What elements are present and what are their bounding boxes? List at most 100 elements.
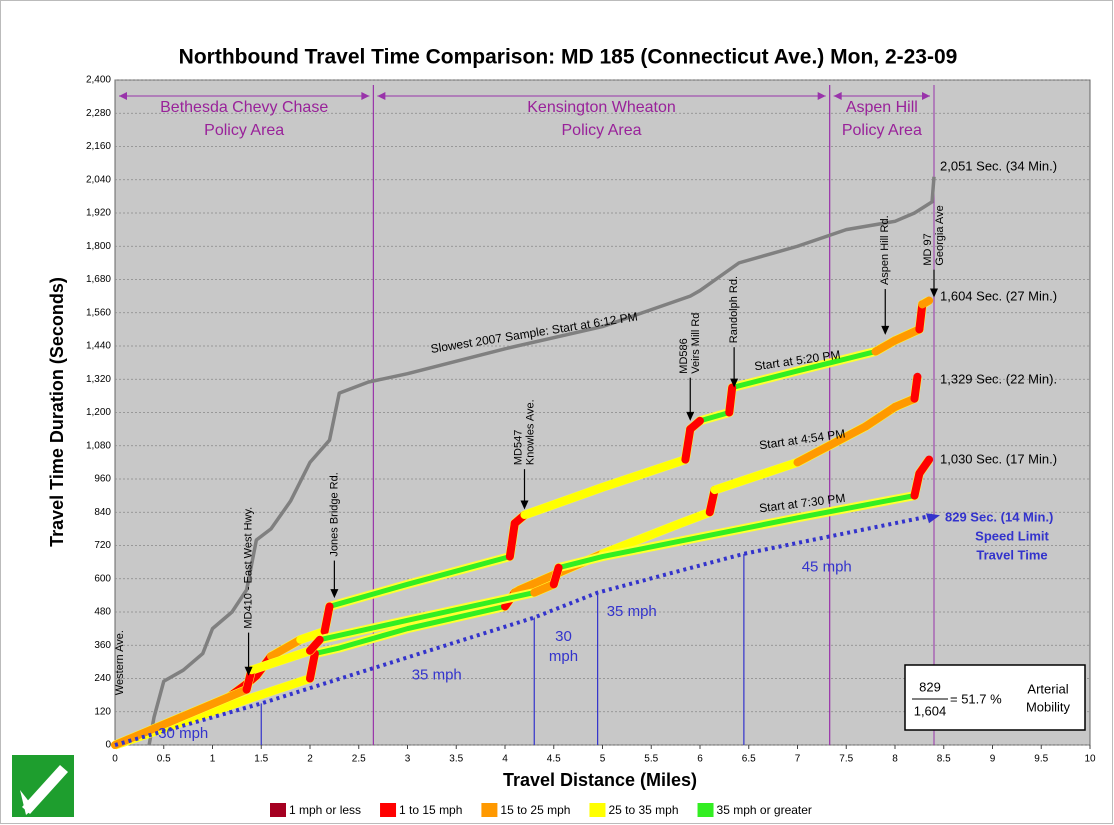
slow-segment xyxy=(520,483,607,520)
x-tick-label: 3.5 xyxy=(449,754,463,765)
series-line xyxy=(114,513,935,747)
mobility-label: Arterial xyxy=(1027,681,1068,696)
road-label: Veirs Mill Rd xyxy=(690,313,702,374)
x-tick-label: 2.5 xyxy=(352,754,366,765)
policy-label: Policy Area xyxy=(204,122,284,139)
slow-segment xyxy=(793,422,870,467)
end-label: 1,329 Sec. (22 Min). xyxy=(940,371,1057,386)
slow-segment xyxy=(598,519,685,558)
y-tick-label: 1,680 xyxy=(86,274,111,285)
road-label: Knowles Ave. xyxy=(524,399,536,465)
y-tick-label: 240 xyxy=(94,673,111,684)
x-tick-label: 3 xyxy=(405,754,411,765)
slow-segment xyxy=(915,455,934,478)
y-tick-label: 960 xyxy=(94,474,111,485)
road-label: Aspen Hill Rd. xyxy=(879,215,891,285)
mobility-label: Mobility xyxy=(1026,699,1071,714)
x-tick-label: 4.5 xyxy=(547,754,561,765)
slow-segment xyxy=(296,627,329,644)
slow-segment xyxy=(725,383,737,417)
x-tick-label: 5 xyxy=(600,754,606,765)
y-tick-label: 600 xyxy=(94,573,111,584)
y-tick-label: 1,920 xyxy=(86,208,111,219)
mobility-result: = 51.7 % xyxy=(950,691,1002,706)
limit-arrow xyxy=(926,513,940,524)
x-tick-label: 5.5 xyxy=(644,754,658,765)
end-label: 1,604 Sec. (27 Min.) xyxy=(940,288,1057,303)
slow-segment xyxy=(306,649,319,683)
x-tick-label: 10 xyxy=(1084,754,1096,765)
y-tick-label: 120 xyxy=(94,706,111,717)
road-arrowhead xyxy=(881,325,890,335)
legend-swatch xyxy=(697,803,714,817)
slow-segment xyxy=(598,455,690,492)
y-tick-label: 360 xyxy=(94,640,111,651)
y-tick-label: 720 xyxy=(94,540,111,551)
series-label: Speed Limit xyxy=(975,528,1049,543)
series-line xyxy=(147,176,936,746)
y-tick-label: 1,320 xyxy=(86,374,111,385)
x-tick-label: 8 xyxy=(892,754,898,765)
end-label: 1,030 Sec. (17 Min.) xyxy=(940,451,1057,466)
legend-swatch xyxy=(481,803,498,817)
policy-label: Policy Area xyxy=(842,122,922,139)
y-tick-label: 480 xyxy=(94,607,111,618)
slow-segment xyxy=(686,416,704,434)
x-tick-label: 7 xyxy=(795,754,801,765)
road-arrowhead xyxy=(686,411,695,421)
policy-label: Bethesda Chevy Chase xyxy=(160,99,328,116)
road-label: Jones Bridge Rd. xyxy=(328,472,340,556)
speed-label: 30 mph xyxy=(158,725,208,742)
x-axis-title: Travel Distance (Miles) xyxy=(503,770,697,790)
y-tick-label: 1,440 xyxy=(86,341,111,352)
y-tick-label: 1,560 xyxy=(86,307,111,318)
road-arrowhead xyxy=(520,500,529,510)
y-tick-label: 1,080 xyxy=(86,440,111,451)
y-tick-label: 2,040 xyxy=(86,174,111,185)
slow-segment xyxy=(710,458,802,495)
road-label: Georgia Ave xyxy=(934,205,946,265)
legend-label: 1 to 15 mph xyxy=(399,803,462,817)
road-arrowhead xyxy=(930,288,938,298)
x-tick-label: 9 xyxy=(990,754,996,765)
slow-segment xyxy=(320,602,334,636)
x-tick-label: 6.5 xyxy=(742,754,756,765)
legend-label: 25 to 35 mph xyxy=(608,803,678,817)
road-label: MD586 xyxy=(678,338,690,373)
y-tick-label: 0 xyxy=(105,740,111,751)
road-arrowhead xyxy=(330,589,339,599)
slow-segment xyxy=(111,685,251,749)
x-tick-label: 1 xyxy=(210,754,216,765)
x-tick-label: 1.5 xyxy=(254,754,268,765)
slow-segment xyxy=(681,425,695,464)
legend-swatch xyxy=(380,803,397,817)
speed-label: 35 mph xyxy=(412,667,462,684)
series-label: Travel Time xyxy=(976,547,1047,562)
y-tick-label: 840 xyxy=(94,507,111,518)
speed-label: 45 mph xyxy=(802,559,852,576)
slow-segment xyxy=(918,296,934,309)
slow-segment xyxy=(549,563,563,589)
mobility-numerator: 829 xyxy=(919,679,941,694)
y-tick-label: 1,800 xyxy=(86,241,111,252)
road-label: MD 97 xyxy=(922,233,934,265)
y-tick-label: 2,400 xyxy=(86,75,111,86)
speed-label: 30 xyxy=(555,628,572,645)
x-tick-label: 0.5 xyxy=(157,754,171,765)
y-tick-label: 2,280 xyxy=(86,108,111,119)
x-tick-label: 7.5 xyxy=(839,754,853,765)
x-tick-label: 0 xyxy=(112,754,118,765)
chart-title: Northbound Travel Time Comparison: MD 18… xyxy=(179,46,958,69)
policy-label: Policy Area xyxy=(562,122,642,139)
x-tick-label: 4 xyxy=(502,754,508,765)
policy-label: Aspen Hill xyxy=(846,99,918,116)
slow-segment xyxy=(267,635,305,661)
speed-label: mph xyxy=(549,648,578,665)
slow-segment xyxy=(208,693,256,716)
x-tick-label: 6 xyxy=(697,754,703,765)
slow-segment xyxy=(306,635,324,655)
slow-segment xyxy=(247,646,314,675)
road-label: MD410 - East West Hwy. xyxy=(242,507,254,629)
slow-segment xyxy=(505,519,519,561)
